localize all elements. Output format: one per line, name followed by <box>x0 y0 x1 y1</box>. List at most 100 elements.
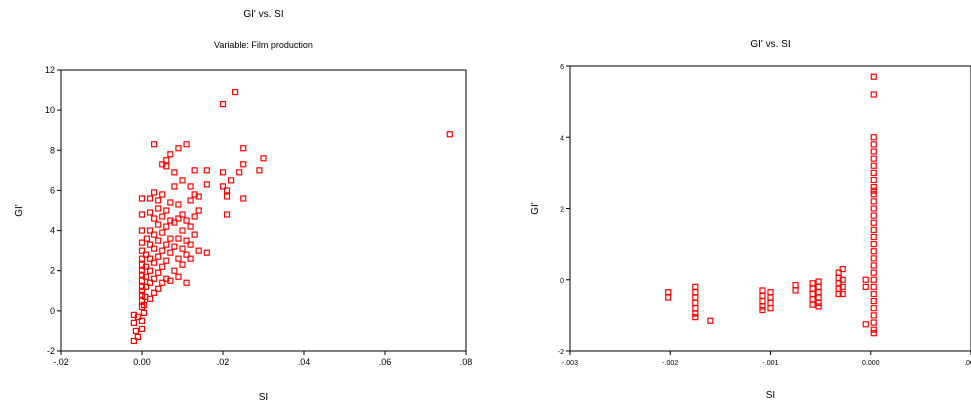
y-axis-label: GI' <box>530 202 541 215</box>
y-tick-label: 6 <box>50 185 55 195</box>
data-point <box>167 199 174 206</box>
data-point <box>138 317 146 324</box>
data-point <box>175 273 182 280</box>
x-tick-label: .04 <box>298 357 311 367</box>
data-point <box>223 193 231 200</box>
data-point <box>862 283 869 290</box>
data-point <box>151 215 158 222</box>
data-point <box>151 275 158 282</box>
data-point <box>809 280 816 287</box>
y-tick-label: 0 <box>560 278 564 285</box>
data-point <box>862 276 869 283</box>
data-point <box>870 134 877 141</box>
data-point <box>767 305 774 312</box>
data-point <box>809 296 816 303</box>
data-point <box>140 309 148 316</box>
data-point <box>155 197 162 204</box>
data-point <box>870 248 877 255</box>
data-point <box>138 211 146 218</box>
data-point <box>870 169 877 176</box>
data-point <box>187 183 194 190</box>
data-point <box>809 290 816 298</box>
chart-subtitle: Variable: Film production <box>214 40 313 50</box>
data-point <box>159 229 166 236</box>
x-tick-label: .06 <box>379 357 392 367</box>
data-point <box>167 235 174 242</box>
data-point <box>171 219 178 226</box>
data-point <box>870 73 877 80</box>
data-point <box>171 183 178 190</box>
data-point <box>767 289 774 296</box>
data-point <box>870 141 877 148</box>
data-point <box>240 161 247 168</box>
data-point <box>446 131 453 138</box>
x-tick-label: .02 <box>217 357 230 367</box>
data-point <box>232 88 239 96</box>
data-point <box>203 249 210 256</box>
data-point <box>132 327 140 335</box>
data-point <box>151 231 158 238</box>
x-tick-label: .001 <box>964 360 971 367</box>
data-point <box>870 226 877 233</box>
data-point <box>163 163 170 170</box>
data-point <box>187 223 194 230</box>
data-point <box>195 247 202 254</box>
data-point <box>183 237 190 244</box>
data-point <box>870 191 877 198</box>
data-point <box>223 211 231 218</box>
data-point <box>870 155 877 162</box>
data-point <box>759 287 766 294</box>
data-point <box>155 205 162 212</box>
data-point <box>862 321 869 328</box>
y-tick-label: 2 <box>50 266 55 276</box>
data-point <box>155 221 162 228</box>
data-point <box>171 169 178 176</box>
data-point <box>183 217 190 224</box>
y-tick-label: 2 <box>560 207 564 214</box>
data-point <box>870 330 877 337</box>
data-point <box>163 207 170 214</box>
data-point <box>151 259 158 266</box>
data-point <box>815 283 822 290</box>
data-point <box>159 191 166 198</box>
data-point <box>809 301 816 308</box>
y-tick-label: 0 <box>50 306 55 316</box>
data-point <box>151 289 158 296</box>
data-point <box>260 155 267 162</box>
data-point <box>130 319 137 326</box>
data-point <box>692 310 699 317</box>
plot-frame <box>569 65 971 352</box>
data-point <box>163 157 170 164</box>
chart-title: GI' vs. SI <box>243 9 283 20</box>
x-axis-label: SI <box>766 390 775 401</box>
data-point <box>870 91 877 98</box>
data-point <box>179 245 186 252</box>
data-point <box>183 141 190 148</box>
data-point <box>147 227 154 234</box>
data-point <box>692 314 699 321</box>
data-point <box>692 305 699 312</box>
data-point <box>809 285 816 292</box>
data-point <box>692 289 699 296</box>
data-point <box>870 162 877 169</box>
data-point <box>134 333 142 341</box>
data-point <box>175 201 182 208</box>
data-point <box>839 283 846 290</box>
data-point <box>870 184 877 191</box>
data-point <box>187 255 194 262</box>
data-point <box>815 299 822 307</box>
data-point <box>707 317 714 324</box>
data-point <box>195 193 202 200</box>
chart-1: GI' vs. SI Variable: Film production -.02 0… <box>14 9 472 403</box>
data-point <box>870 198 877 205</box>
data-point <box>191 213 198 220</box>
plot-frame <box>60 69 467 352</box>
data-point <box>870 290 877 298</box>
data-point <box>147 279 154 286</box>
y-tick-label: -2 <box>47 346 55 356</box>
data-point <box>147 267 154 274</box>
data-point <box>870 187 877 194</box>
data-point <box>143 235 150 242</box>
data-point <box>142 273 150 280</box>
data-point <box>138 195 146 202</box>
